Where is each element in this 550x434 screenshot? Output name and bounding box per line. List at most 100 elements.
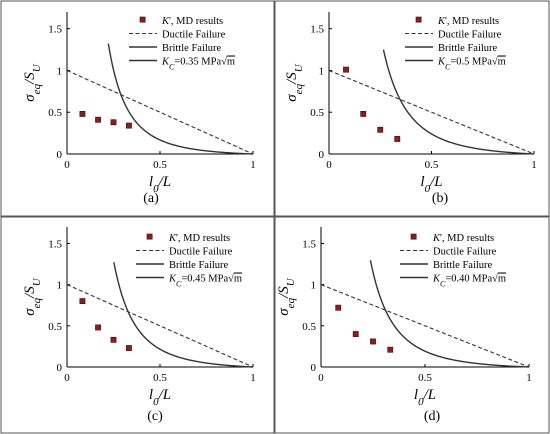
x-axis-label: l0/L: [414, 387, 436, 408]
y-tick-label: 1: [311, 280, 317, 292]
y-axis-label-sub: U: [285, 277, 297, 286]
x-axis-label: l0/L: [149, 174, 171, 195]
legend-label: Brittle Failure: [438, 43, 498, 54]
legend-label: Brittle Failure: [433, 260, 493, 271]
legend-label-text: ', MD results: [440, 233, 494, 244]
y-axis-label: σeq/SU: [22, 277, 43, 315]
md-result-point: [343, 66, 349, 73]
legend-label-sub: C: [440, 279, 446, 288]
x-axis-label-part: /L: [429, 174, 443, 190]
x-axis-label-sub: 0: [153, 396, 159, 408]
legend-label: Ductile Failure: [433, 247, 497, 258]
brittle-failure-curve: [369, 260, 530, 368]
brittle-failure-curve: [113, 262, 254, 368]
y-axis-label-part: σ: [276, 308, 292, 316]
legend-swatch-marker: [139, 16, 146, 23]
x-tick-label: 0: [318, 372, 324, 384]
legend-label-symbol: K: [432, 233, 441, 244]
x-axis-label-part: /L: [158, 387, 172, 403]
md-result-point: [360, 111, 367, 117]
md-result-point: [126, 122, 132, 129]
legend-label: K', MD results: [432, 233, 494, 244]
md-result-point: [95, 324, 101, 331]
legend-radical-sign: √: [221, 56, 227, 68]
y-tick-label: 0.5: [48, 321, 62, 333]
md-result-point: [95, 116, 101, 123]
x-axis-label: l0/L: [149, 387, 171, 408]
y-axis-label-part: /S: [276, 286, 292, 299]
y-axis-label-part: /S: [284, 72, 300, 85]
legend-radicand: m: [498, 57, 506, 68]
x-axis-label-sub: 0: [153, 183, 159, 195]
y-tick-label: 0.5: [48, 107, 62, 119]
x-axis-label-part: l: [149, 174, 153, 190]
y-tick-label: 1: [319, 65, 325, 77]
legend-label-text: =0.35 MPa: [174, 57, 221, 68]
y-axis-label-part: σ: [284, 94, 300, 102]
y-axis-label-sub: U: [293, 63, 305, 72]
legend: K', MD results Ductile Failure Brittle Fai…: [400, 233, 506, 288]
y-tick-label: 1: [57, 65, 63, 77]
legend-label: K', MD results: [437, 16, 499, 27]
y-tick-label: 1.5: [310, 24, 324, 36]
legend-label-symbol: K: [437, 16, 446, 27]
legend-label: KC=0.45 MPa√m: [168, 273, 242, 289]
x-tick-label: 1: [250, 372, 256, 384]
brittle-failure-curve: [107, 43, 254, 155]
legend-label-sub: C: [169, 62, 175, 71]
ductile-failure-line: [328, 69, 535, 155]
x-tick-label: 0.5: [418, 372, 432, 384]
legend-label: K', MD results: [168, 233, 230, 244]
y-tick-label: 0: [311, 362, 317, 374]
md-result-point: [352, 331, 359, 337]
x-axis-label-part: l: [149, 387, 153, 403]
legend-label: K', MD results: [161, 16, 223, 27]
y-axis-label-sub: U: [31, 277, 43, 286]
md-result-point: [387, 346, 394, 353]
legend-label-symbol: K: [168, 274, 177, 285]
legend-label-text: =0.5 MPa: [450, 57, 492, 68]
ductile-failure-line: [66, 69, 254, 155]
legend-label: Ductile Failure: [162, 30, 226, 41]
y-tick-label: 1: [57, 280, 63, 292]
x-tick-label: 0.5: [425, 159, 439, 171]
ductile-failure-line: [320, 284, 530, 368]
md-result-point: [79, 298, 86, 305]
legend-label: Brittle Failure: [162, 43, 222, 54]
y-tick-label: 0.5: [302, 321, 316, 333]
panel-frame-3: [274, 216, 550, 434]
panel-frame-2: [0, 216, 275, 434]
y-tick-label: 0: [57, 362, 63, 374]
y-axis-label-sub: eq: [293, 83, 305, 94]
y-tick-label: 1.5: [48, 238, 62, 250]
y-axis-label: σeq/SU: [284, 63, 305, 101]
legend-radical-sign: √: [492, 273, 498, 285]
legend-label: Ductile Failure: [169, 247, 233, 258]
legend-radicand: m: [227, 57, 235, 68]
legend-swatch-marker: [410, 233, 417, 240]
y-axis-label-sub: eq: [31, 297, 43, 308]
x-axis-label-part: l: [420, 174, 424, 190]
x-axis-label-sub: 0: [418, 396, 424, 408]
legend-label-symbol: K: [161, 16, 170, 27]
legend-radical-sign: √: [492, 56, 498, 68]
legend-radicand: m: [234, 274, 242, 285]
x-axis-label-part: l: [414, 387, 418, 403]
legend-label-text: ', MD results: [445, 16, 499, 27]
x-axis-label: l0/L: [420, 174, 442, 195]
legend-label-symbol: K: [161, 57, 170, 68]
panel-frame-0: [0, 0, 275, 217]
x-tick-label: 0.5: [153, 372, 167, 384]
y-axis-label-sub: U: [31, 63, 43, 72]
x-axis-label-part: /L: [158, 174, 172, 190]
legend-label: KC=0.40 MPa√m: [432, 273, 506, 289]
panel-frame-1: [274, 0, 550, 217]
md-result-point: [394, 136, 401, 142]
legend-radical-sign: √: [228, 273, 234, 285]
panel-caption: (d): [424, 409, 441, 424]
x-tick-label: 0: [326, 159, 332, 171]
